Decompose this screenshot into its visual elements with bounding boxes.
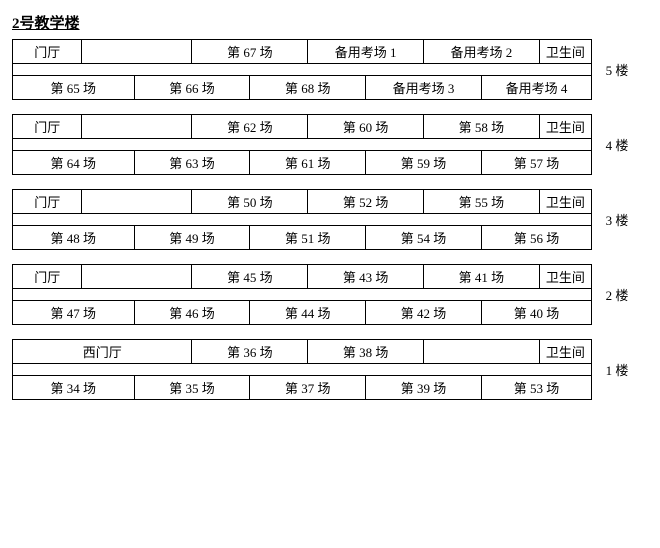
room-cell: 第 37 场 — [250, 376, 366, 400]
floor-block: 门厅 第 67 场备用考场 1备用考场 2卫生间第 65 场第 66 场第 68 … — [12, 39, 648, 100]
room-cell: 第 57 场 — [481, 151, 591, 175]
room-cell: 第 35 场 — [134, 376, 250, 400]
floor-table: 门厅 第 45 场第 43 场第 41 场卫生间第 47 场第 46 场第 44 … — [12, 264, 592, 325]
room-cell: 卫生间 — [539, 265, 591, 289]
room-cell: 第 45 场 — [192, 265, 308, 289]
floor-label: 3 楼 — [592, 210, 636, 229]
floor-label: 5 楼 — [592, 60, 636, 79]
room-cell — [82, 190, 192, 214]
room-cell — [424, 340, 540, 364]
room-cell: 第 64 场 — [13, 151, 135, 175]
room-cell: 第 55 场 — [424, 190, 540, 214]
room-cell: 第 51 场 — [250, 226, 366, 250]
room-cell: 第 44 场 — [250, 301, 366, 325]
corridor — [13, 214, 592, 226]
floor-table: 门厅 第 67 场备用考场 1备用考场 2卫生间第 65 场第 66 场第 68 … — [12, 39, 592, 100]
room-cell: 备用考场 3 — [366, 76, 482, 100]
building-title: 2号教学楼 — [12, 12, 648, 33]
room-cell: 西门厅 — [13, 340, 192, 364]
room-cell: 门厅 — [13, 190, 82, 214]
corridor — [13, 289, 592, 301]
room-cell: 第 46 场 — [134, 301, 250, 325]
room-cell: 卫生间 — [539, 115, 591, 139]
room-cell: 第 38 场 — [308, 340, 424, 364]
corridor — [13, 139, 592, 151]
room-cell: 第 52 场 — [308, 190, 424, 214]
room-cell: 第 47 场 — [13, 301, 135, 325]
room-cell: 卫生间 — [539, 340, 591, 364]
room-cell: 第 63 场 — [134, 151, 250, 175]
floor-label: 1 楼 — [592, 360, 636, 379]
room-cell: 卫生间 — [539, 190, 591, 214]
room-cell: 第 61 场 — [250, 151, 366, 175]
room-cell: 第 62 场 — [192, 115, 308, 139]
room-cell: 第 67 场 — [192, 40, 308, 64]
room-cell — [82, 265, 192, 289]
floor-table: 门厅 第 50 场第 52 场第 55 场卫生间第 48 场第 49 场第 51 … — [12, 189, 592, 250]
room-cell — [82, 40, 192, 64]
floor-table: 西门厅第 36 场第 38 场 卫生间第 34 场第 35 场第 37 场第 39… — [12, 339, 592, 400]
room-cell: 第 56 场 — [481, 226, 591, 250]
room-cell: 备用考场 2 — [424, 40, 540, 64]
room-cell: 卫生间 — [539, 40, 591, 64]
room-cell: 第 68 场 — [250, 76, 366, 100]
room-cell: 第 41 场 — [424, 265, 540, 289]
floors-container: 门厅第 67 场备用考场 1备用考场 2卫生间第 65 场第 66 场第 68 … — [12, 39, 648, 400]
room-cell: 第 58 场 — [424, 115, 540, 139]
room-cell: 备用考场 1 — [308, 40, 424, 64]
room-cell: 第 39 场 — [366, 376, 482, 400]
room-cell: 第 40 场 — [481, 301, 591, 325]
room-cell — [82, 115, 192, 139]
room-cell: 第 49 场 — [134, 226, 250, 250]
floor-block: 门厅 第 62 场第 60 场第 58 场卫生间第 64 场第 63 场第 61 … — [12, 114, 648, 175]
corridor — [13, 364, 592, 376]
room-cell: 第 43 场 — [308, 265, 424, 289]
room-cell: 第 53 场 — [481, 376, 591, 400]
floor-block: 门厅 第 50 场第 52 场第 55 场卫生间第 48 场第 49 场第 51 … — [12, 189, 648, 250]
room-cell: 门厅 — [13, 115, 82, 139]
room-cell: 第 48 场 — [13, 226, 135, 250]
floor-table: 门厅 第 62 场第 60 场第 58 场卫生间第 64 场第 63 场第 61 … — [12, 114, 592, 175]
room-cell: 第 65 场 — [13, 76, 135, 100]
room-cell: 第 42 场 — [366, 301, 482, 325]
room-cell: 第 60 场 — [308, 115, 424, 139]
room-cell: 备用考场 4 — [481, 76, 591, 100]
room-cell: 第 36 场 — [192, 340, 308, 364]
room-cell: 门厅 — [13, 265, 82, 289]
room-cell: 第 50 场 — [192, 190, 308, 214]
room-cell: 第 66 场 — [134, 76, 250, 100]
floor-label: 4 楼 — [592, 135, 636, 154]
room-cell: 门厅 — [13, 40, 82, 64]
floor-label: 2 楼 — [592, 285, 636, 304]
room-cell: 第 54 场 — [366, 226, 482, 250]
room-cell: 第 34 场 — [13, 376, 135, 400]
floor-block: 门厅 第 45 场第 43 场第 41 场卫生间第 47 场第 46 场第 44 … — [12, 264, 648, 325]
room-cell: 第 59 场 — [366, 151, 482, 175]
floor-block: 西门厅第 36 场第 38 场 卫生间第 34 场第 35 场第 37 场第 39… — [12, 339, 648, 400]
corridor — [13, 64, 592, 76]
